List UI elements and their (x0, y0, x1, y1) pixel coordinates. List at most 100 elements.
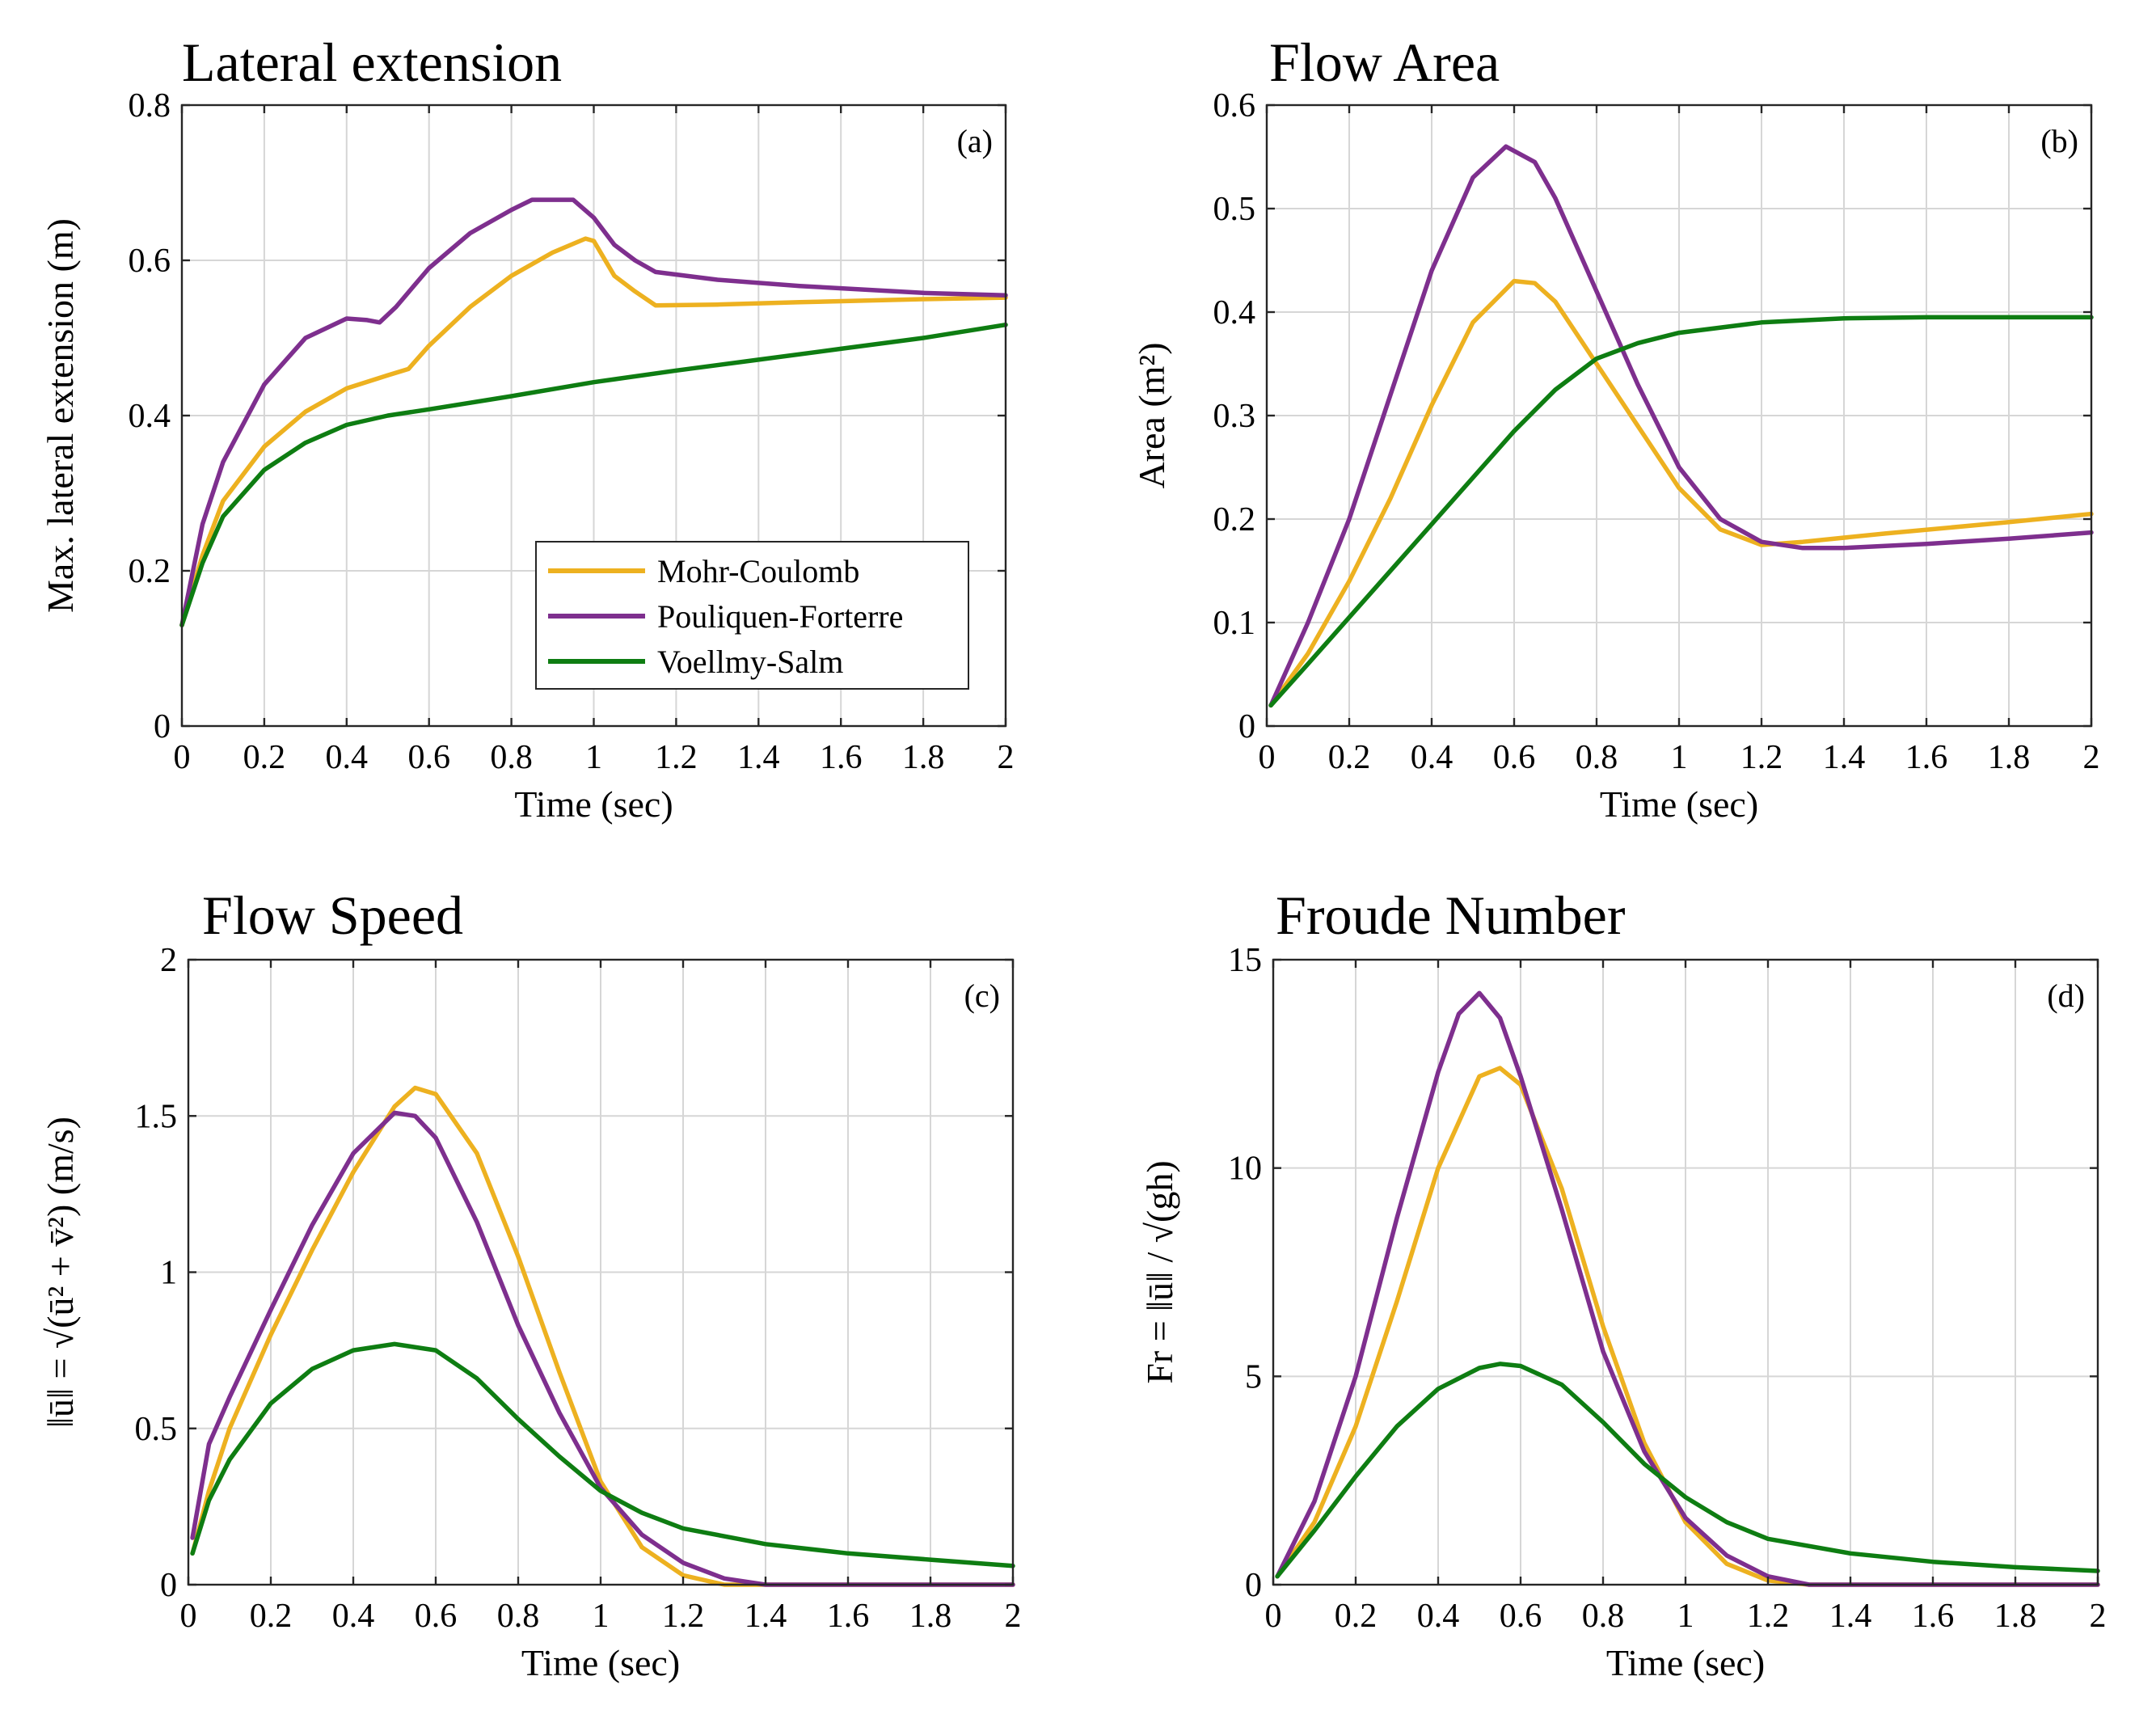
series-line-mohr-coulomb (1268, 278, 2094, 708)
series-lines (179, 197, 1008, 627)
panel-2: 0 0.2 0.4 0.6 0.8 1 1.2 1.4 1.6 1.8 2 0 0.1 0.2 0.3 0.4… (1131, 32, 2100, 825)
x-tick-label: 1 (593, 1598, 610, 1635)
y-tick-label: 0.5 (1213, 191, 1256, 228)
x-axis-label: Time (sec) (1600, 783, 1758, 825)
panel-tag: (c) (964, 977, 1000, 1014)
x-tick-label: 1.2 (662, 1598, 705, 1635)
y-axis-label: Max. lateral extension (m) (40, 218, 81, 613)
series-line-pouliquen-forterre (179, 197, 1008, 627)
y-tick-label: 0.2 (1213, 501, 1256, 538)
x-tick-label: 2 (2083, 739, 2100, 776)
panel-tag: (d) (2047, 977, 2085, 1014)
x-tick-label: 1.8 (909, 1598, 952, 1635)
x-tick-label: 0.6 (1500, 1598, 1542, 1635)
x-tick-label: 2 (998, 739, 1015, 776)
x-axis-label: Time (sec) (521, 1642, 680, 1683)
x-tick-label: 1.4 (737, 739, 780, 776)
x-tick-label: 1.4 (1823, 739, 1866, 776)
x-tick-label: 0.2 (250, 1598, 293, 1635)
x-tick-label: 0 (180, 1598, 197, 1635)
chart-title: Flow Area (1269, 32, 1500, 93)
x-tick-label: 0.8 (1576, 739, 1618, 776)
x-tick-label: 0.8 (490, 739, 533, 776)
x-tick-label: 0 (174, 739, 191, 776)
x-tick-label: 0 (1259, 739, 1276, 776)
panel-3: 0 0.2 0.4 0.6 0.8 1 1.2 1.4 1.6 1.8 2 0 0.5 1 1.5 2 Flow… (40, 885, 1022, 1683)
series-line-voellmy-salm (190, 1341, 1015, 1569)
series-line-pouliquen-forterre (1275, 990, 2100, 1587)
x-tick-label: 0.4 (1417, 1598, 1460, 1635)
x-tick-label: 1.4 (745, 1598, 787, 1635)
y-tick-label: 1.5 (135, 1098, 178, 1135)
x-tick-label: 1 (585, 739, 602, 776)
x-tick-label: 1.2 (1747, 1598, 1790, 1635)
x-tick-label: 1.2 (1740, 739, 1783, 776)
y-axis-label: Area (m²) (1131, 342, 1172, 488)
chart-title: Flow Speed (202, 885, 463, 946)
x-tick-label: 0.2 (1335, 1598, 1378, 1635)
x-tick-label: 0 (1265, 1598, 1282, 1635)
x-tick-label: 1.2 (655, 739, 698, 776)
legend-label: Mohr-Coulomb (657, 553, 859, 589)
series-line-voellmy-salm (179, 322, 1008, 627)
series-line-mohr-coulomb (179, 236, 1008, 627)
y-tick-label: 0 (1238, 708, 1255, 745)
y-tick-label: 0 (1245, 1567, 1262, 1604)
x-tick-label: 1 (1671, 739, 1688, 776)
y-tick-label: 0 (160, 1567, 177, 1604)
series-lines (1268, 144, 2094, 708)
panel-4: 0 0.2 0.4 0.6 0.8 1 1.2 1.4 1.6 1.8 2 0 5 10 15 Froude … (1139, 885, 2107, 1683)
x-tick-label: 0.2 (243, 739, 286, 776)
panel-1: 0 0.2 0.4 0.6 0.8 1 1.2 1.4 1.6 1.8 2 0 0.2 0.4 0.6 0.8… (40, 32, 1015, 825)
series-line-mohr-coulomb (1275, 1066, 2100, 1587)
x-tick-label: 0.6 (1493, 739, 1536, 776)
panel-tag: (a) (957, 123, 993, 159)
x-tick-label: 0.4 (326, 739, 369, 776)
y-tick-label: 0.3 (1213, 398, 1256, 435)
series-lines (1275, 990, 2100, 1587)
y-tick-label: 1 (160, 1255, 177, 1292)
x-tick-label: 1.6 (1905, 739, 1948, 776)
x-tick-label: 1.4 (1829, 1598, 1872, 1635)
series-line-voellmy-salm (1275, 1362, 2100, 1579)
x-tick-label: 2 (1005, 1598, 1022, 1635)
legend-label: Pouliquen-Forterre (657, 598, 903, 635)
chart-title: Lateral extension (182, 32, 562, 93)
y-tick-label: 0.8 (129, 87, 171, 125)
panel-tag: (b) (2040, 123, 2078, 159)
x-tick-label: 1 (1677, 1598, 1694, 1635)
x-axis-label: Time (sec) (514, 783, 673, 825)
y-tick-label: 5 (1245, 1358, 1262, 1395)
legend-label: Voellmy-Salm (657, 644, 843, 680)
series-line-pouliquen-forterre (190, 1110, 1015, 1587)
legend: Mohr-Coulomb Pouliquen-Forterre Voellmy-Sa… (535, 541, 969, 690)
x-tick-label: 1.8 (1988, 739, 2031, 776)
y-tick-label: 0.2 (129, 553, 171, 590)
y-axis-label: ‖ū‖ = √(ū² + v̄²) (m/s) (40, 1117, 81, 1428)
x-tick-label: 0.4 (332, 1598, 375, 1635)
x-tick-label: 0.6 (407, 739, 450, 776)
y-tick-label: 15 (1228, 942, 1262, 979)
y-tick-label: 0.6 (129, 243, 171, 280)
x-tick-label: 1.8 (1994, 1598, 2037, 1635)
y-tick-label: 0.6 (1213, 87, 1256, 125)
x-tick-label: 1.6 (820, 739, 863, 776)
y-tick-label: 0.4 (129, 398, 171, 435)
y-tick-label: 0.1 (1213, 605, 1256, 642)
y-tick-label: 0.5 (135, 1411, 178, 1448)
x-tick-label: 2 (2090, 1598, 2107, 1635)
x-tick-label: 0.6 (415, 1598, 458, 1635)
x-tick-label: 1.6 (1912, 1598, 1955, 1635)
y-tick-label: 10 (1228, 1151, 1262, 1188)
x-tick-label: 0.8 (497, 1598, 540, 1635)
x-tick-label: 0.2 (1328, 739, 1371, 776)
y-tick-label: 2 (160, 942, 177, 979)
series-line-voellmy-salm (1268, 315, 2094, 708)
y-axis-label: Fr = ‖ū‖ / √(gh) (1139, 1160, 1180, 1383)
y-tick-label: 0.4 (1213, 294, 1256, 331)
x-tick-label: 1.6 (827, 1598, 870, 1635)
series-line-pouliquen-forterre (1268, 144, 2094, 708)
x-axis-label: Time (sec) (1606, 1642, 1765, 1683)
x-tick-label: 1.8 (902, 739, 945, 776)
